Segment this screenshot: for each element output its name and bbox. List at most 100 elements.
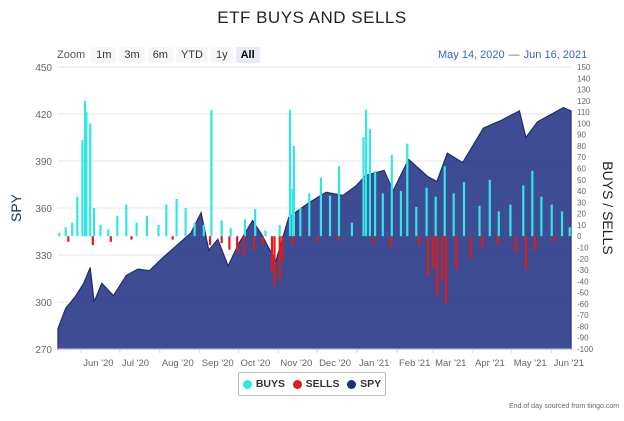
right-tick-label: 150 xyxy=(577,63,591,72)
right-tick-label: -50 xyxy=(577,289,589,298)
buys-bar xyxy=(64,227,67,237)
sells-bar xyxy=(171,236,174,240)
buys-bar xyxy=(452,193,455,237)
range-selector: Zoom 1m 3m 6m YTD 1y All xyxy=(57,47,263,63)
zoom-6m-button[interactable]: 6m xyxy=(147,47,173,63)
buys-bar xyxy=(381,193,384,237)
zoom-ytd-button[interactable]: YTD xyxy=(175,47,208,63)
right-tick-label: 50 xyxy=(577,176,586,185)
buys-bar xyxy=(264,230,267,237)
sells-bar xyxy=(426,236,429,276)
buys-bar xyxy=(292,146,295,237)
buys-bar xyxy=(365,109,368,237)
legend-item-sells[interactable]: SELLS xyxy=(292,378,339,390)
x-tick-label: Jan '21 xyxy=(359,358,389,369)
buys-bar xyxy=(184,208,187,237)
zoom-3m-button[interactable]: 3m xyxy=(119,47,145,63)
x-tick-label: Dec '20 xyxy=(319,358,351,369)
sells-bar xyxy=(209,236,212,246)
x-tick-label: Feb '21 xyxy=(399,358,430,369)
buys-bar xyxy=(308,193,311,237)
buys-bar xyxy=(399,191,402,237)
legend-dot-sells xyxy=(292,379,302,389)
buys-bar xyxy=(550,204,553,237)
legend-item-spy[interactable]: SPY xyxy=(347,378,381,390)
buys-bar xyxy=(84,100,87,237)
data-credit: End of day sourced from tiingo.com xyxy=(509,403,620,410)
buys-bar xyxy=(291,188,294,237)
right-tick-label: 20 xyxy=(577,210,586,219)
sells-bar xyxy=(336,236,339,241)
left-tick-label: 390 xyxy=(35,157,52,168)
buys-bar xyxy=(125,204,128,237)
right-tick-label: 0 xyxy=(577,232,582,241)
x-tick-label: Aug '20 xyxy=(162,358,194,369)
right-tick-label: -30 xyxy=(577,266,589,275)
x-tick-label: Jun '20 xyxy=(83,358,113,369)
buys-bar xyxy=(488,179,491,237)
buys-bar xyxy=(157,224,160,237)
left-tick-label: 330 xyxy=(35,251,52,262)
right-tick-label: 80 xyxy=(577,142,586,151)
x-tick-label: Mar '21 xyxy=(435,358,466,369)
zoom-all-button[interactable]: All xyxy=(235,47,260,63)
sells-bar xyxy=(455,236,458,270)
date-range: May 14, 2020— Jun 16, 2021 xyxy=(438,49,587,61)
x-tick-label: Nov '20 xyxy=(280,358,312,369)
right-tick-label: 100 xyxy=(577,119,591,128)
legend-item-buys[interactable]: BUYS xyxy=(242,378,285,390)
sells-bar xyxy=(228,236,231,250)
right-tick-label: -100 xyxy=(577,345,594,354)
sells-bar xyxy=(481,236,484,248)
sells-bar xyxy=(533,236,536,250)
x-tick-label: Apr '21 xyxy=(475,358,505,369)
right-tick-label: 60 xyxy=(577,165,586,174)
right-tick-label: 130 xyxy=(577,86,591,95)
sells-bar xyxy=(261,236,264,246)
sells-bar xyxy=(220,236,223,243)
buys-bar xyxy=(93,208,96,237)
legend-dot-spy xyxy=(347,379,357,389)
buys-bar xyxy=(165,204,168,237)
sells-bar xyxy=(130,236,133,240)
sells-bar xyxy=(273,236,276,286)
sells-bar xyxy=(270,236,274,273)
right-tick-label: -40 xyxy=(577,277,589,286)
buys-bar xyxy=(299,208,302,237)
buys-bar xyxy=(522,185,525,237)
date-range-from[interactable]: May 14, 2020 xyxy=(438,49,505,61)
right-tick-label: 110 xyxy=(577,108,590,117)
sells-bar xyxy=(435,236,438,295)
legend: BUYS SELLS SPY xyxy=(238,372,386,396)
right-tick-label: 10 xyxy=(577,221,586,230)
sells-bar xyxy=(496,236,499,246)
right-tick-label: 40 xyxy=(577,187,586,196)
x-tick-label: Sep '20 xyxy=(202,358,234,369)
buys-bar xyxy=(193,222,196,237)
sells-bar xyxy=(514,236,517,254)
buys-bar xyxy=(99,224,102,237)
sells-bar xyxy=(91,236,94,246)
date-range-to[interactable]: Jun 16, 2021 xyxy=(523,49,588,61)
right-tick-label: 120 xyxy=(577,97,591,106)
buys-bar xyxy=(337,166,341,237)
buys-bar xyxy=(443,166,446,237)
buys-bar xyxy=(362,136,365,237)
zoom-1m-button[interactable]: 1m xyxy=(91,47,117,63)
right-tick-label: 30 xyxy=(577,198,586,207)
legend-label-buys: BUYS xyxy=(255,378,285,390)
buys-bar xyxy=(425,187,428,237)
x-tick-label: Jun '21 xyxy=(554,358,584,369)
buys-bar xyxy=(350,222,353,237)
sells-bar xyxy=(469,236,472,259)
buys-bar xyxy=(497,211,500,237)
sells-bar xyxy=(242,236,245,257)
zoom-1y-button[interactable]: 1y xyxy=(210,47,233,63)
buys-bar xyxy=(462,182,466,237)
buys-bar xyxy=(202,224,205,237)
buys-bar xyxy=(374,170,377,237)
left-tick-label: 360 xyxy=(35,204,52,215)
right-tick-label: -80 xyxy=(577,322,589,331)
sells-bar xyxy=(252,236,255,250)
buys-bar xyxy=(478,205,481,237)
